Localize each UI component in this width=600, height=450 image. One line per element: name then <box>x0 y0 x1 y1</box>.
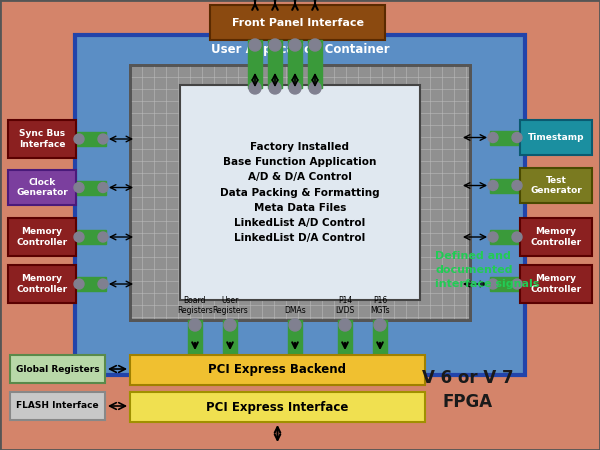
Circle shape <box>309 39 321 51</box>
Circle shape <box>488 132 498 143</box>
Circle shape <box>488 279 498 289</box>
Bar <box>520 168 592 203</box>
Circle shape <box>74 134 84 144</box>
Bar <box>8 120 76 158</box>
Text: Memory
Controller: Memory Controller <box>530 274 581 294</box>
Circle shape <box>512 232 522 242</box>
Text: FLASH Interface: FLASH Interface <box>16 401 99 410</box>
Bar <box>223 320 237 355</box>
Circle shape <box>309 82 321 94</box>
Circle shape <box>189 319 201 331</box>
Circle shape <box>98 232 108 242</box>
Circle shape <box>269 82 281 94</box>
Bar <box>130 392 425 422</box>
Text: P16
MGTs: P16 MGTs <box>370 296 390 315</box>
Text: Sync Bus
Interface: Sync Bus Interface <box>19 129 65 148</box>
Text: Timestamp: Timestamp <box>528 133 584 142</box>
Bar <box>490 277 520 291</box>
Bar <box>520 218 592 256</box>
Circle shape <box>249 39 261 51</box>
Text: Clock
Generator: Clock Generator <box>16 178 68 197</box>
Bar <box>520 265 592 303</box>
Bar <box>8 170 76 205</box>
Bar <box>76 132 106 146</box>
Bar <box>130 65 470 320</box>
Text: PCI Express Backend: PCI Express Backend <box>209 364 347 377</box>
Bar <box>308 40 322 88</box>
Circle shape <box>512 180 522 190</box>
Circle shape <box>289 39 301 51</box>
Text: Defined and
documented
interface signals: Defined and documented interface signals <box>435 251 539 289</box>
Bar <box>490 179 520 193</box>
Text: V 6 or V 7
FPGA: V 6 or V 7 FPGA <box>422 369 514 411</box>
Text: DMAs: DMAs <box>284 306 306 315</box>
Bar <box>490 230 520 244</box>
Circle shape <box>289 82 301 94</box>
Circle shape <box>269 39 281 51</box>
Circle shape <box>289 319 301 331</box>
Text: Factory Installed
Base Function Application
A/D & D/A Control
Data Packing & For: Factory Installed Base Function Applicat… <box>220 142 380 243</box>
Bar <box>8 265 76 303</box>
Bar <box>180 85 420 300</box>
Circle shape <box>488 232 498 242</box>
Text: User Application Container: User Application Container <box>211 42 389 55</box>
Text: Front Panel Interface: Front Panel Interface <box>232 18 364 27</box>
Bar <box>288 40 302 88</box>
Bar <box>210 5 385 40</box>
Circle shape <box>512 132 522 143</box>
Text: PCI Express Interface: PCI Express Interface <box>206 400 349 414</box>
Circle shape <box>74 232 84 242</box>
Circle shape <box>249 82 261 94</box>
Bar <box>76 230 106 244</box>
Text: Test
Generator: Test Generator <box>530 176 582 195</box>
Text: Memory
Controller: Memory Controller <box>16 227 68 247</box>
Bar <box>520 120 592 155</box>
Circle shape <box>224 319 236 331</box>
Circle shape <box>74 183 84 193</box>
Bar <box>76 180 106 194</box>
Text: Global Registers: Global Registers <box>16 364 100 373</box>
Text: Memory
Controller: Memory Controller <box>530 227 581 247</box>
Bar <box>76 277 106 291</box>
Circle shape <box>98 183 108 193</box>
Bar <box>10 392 105 420</box>
Text: Memory
Controller: Memory Controller <box>16 274 68 294</box>
Text: P14
LVDS: P14 LVDS <box>335 296 355 315</box>
Bar <box>268 40 282 88</box>
Circle shape <box>339 319 351 331</box>
Circle shape <box>74 279 84 289</box>
Bar <box>288 320 302 355</box>
Text: Board
Registers: Board Registers <box>177 296 213 315</box>
Bar <box>248 40 262 88</box>
Circle shape <box>512 279 522 289</box>
Circle shape <box>98 134 108 144</box>
Bar <box>75 35 525 375</box>
Bar <box>130 355 425 385</box>
Bar <box>373 320 387 355</box>
Circle shape <box>374 319 386 331</box>
Bar <box>338 320 352 355</box>
Bar <box>10 355 105 383</box>
Circle shape <box>488 180 498 190</box>
Bar <box>130 65 470 320</box>
Circle shape <box>98 279 108 289</box>
Text: User
Registers: User Registers <box>212 296 248 315</box>
Bar <box>8 218 76 256</box>
Bar <box>490 130 520 144</box>
Bar <box>188 320 202 355</box>
